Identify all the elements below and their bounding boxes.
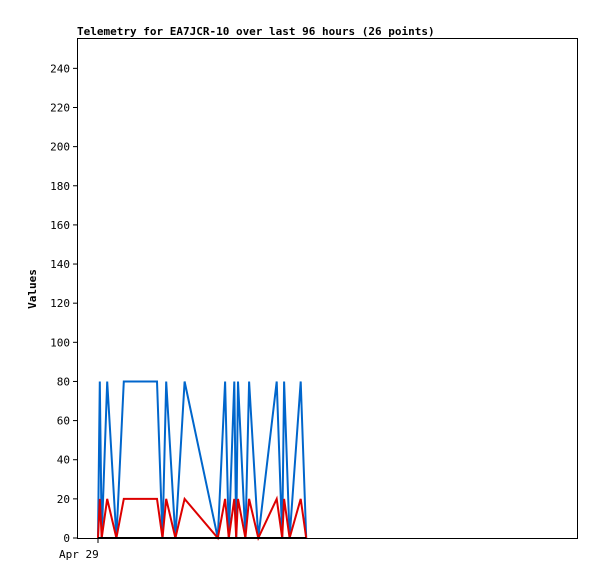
series-line-1 [97, 380, 308, 539]
y-tick-label: 40 [57, 454, 70, 467]
y-tick-label: 200 [50, 141, 70, 154]
y-tick-label: 0 [63, 532, 70, 545]
chart-title: Telemetry for EA7JCR-10 over last 96 hou… [77, 25, 435, 38]
series-layer [97, 380, 308, 542]
y-axis-label: Values [26, 269, 39, 309]
y-tick-label: 60 [57, 415, 70, 428]
y-tick-label: 220 [50, 101, 70, 114]
plot-area-frame [77, 38, 578, 539]
y-tick-label: 80 [57, 375, 70, 388]
y-tick-label: 160 [50, 219, 70, 232]
y-tick-label: 240 [50, 62, 70, 75]
y-tick-label: 120 [50, 297, 70, 310]
y-axis-ticks: 0 20 40 60 80 100 120 140 160 180 200 220 240 [50, 62, 78, 545]
y-tick-label: 180 [50, 180, 70, 193]
series-line-2 [97, 495, 308, 542]
y-tick-label: 100 [50, 336, 70, 349]
y-tick-label: 20 [57, 493, 70, 506]
y-tick-label: 140 [50, 258, 70, 271]
x-tick-label: Apr 29 [59, 548, 99, 561]
